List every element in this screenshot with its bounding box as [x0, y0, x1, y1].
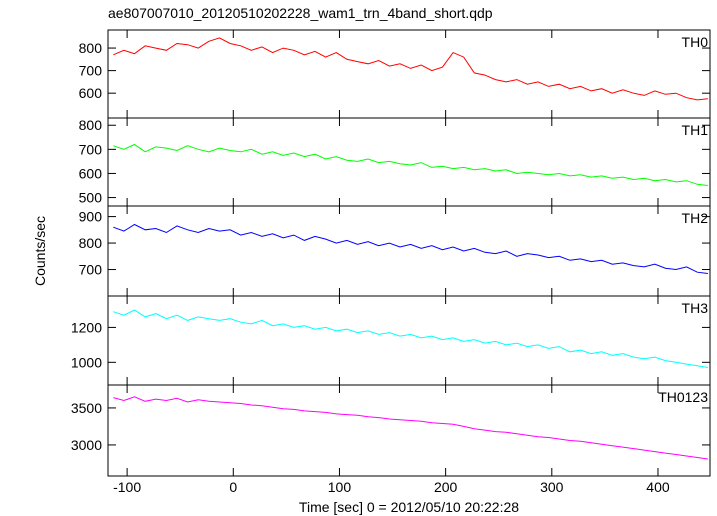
y-tick-label: 500: [79, 190, 103, 206]
y-tick-label: 800: [79, 117, 103, 133]
x-tick-label: 400: [646, 479, 670, 495]
x-tick-label: -100: [113, 479, 141, 495]
series-line: [113, 37, 708, 101]
y-tick-label: 700: [79, 262, 103, 278]
x-tick-label: 100: [328, 479, 352, 495]
series-line: [113, 223, 708, 274]
y-tick-label: 3500: [71, 400, 102, 416]
y-tick-label: 700: [79, 63, 103, 79]
x-tick-label: 0: [229, 479, 237, 495]
panel-frame: [107, 295, 711, 386]
y-tick-label: 700: [79, 141, 103, 157]
x-tick-label: 200: [434, 479, 458, 495]
y-axis-label: Counts/sec: [32, 216, 48, 286]
y-tick-label: 1200: [71, 319, 102, 335]
panel-frame: [107, 117, 711, 207]
y-tick-label: 800: [79, 40, 103, 56]
y-tick-label: 900: [79, 209, 103, 225]
series-line: [113, 396, 708, 460]
panel-label: TH1: [682, 122, 709, 138]
chart-title: ae807007010_20120510202228_wam1_trn_4ban…: [108, 5, 493, 21]
y-tick-label: 1000: [71, 354, 102, 370]
y-tick-label: 3000: [71, 437, 102, 453]
x-axis-label: Time [sec] 0 = 2012/05/10 20:22:28: [299, 499, 519, 515]
y-tick-label: 600: [79, 85, 103, 101]
series-line: [113, 309, 708, 368]
panel-label: TH2: [682, 210, 709, 226]
series-line: [113, 143, 708, 186]
y-tick-label: 600: [79, 165, 103, 181]
panel-frame: [107, 29, 711, 119]
panel-label: TH0123: [658, 389, 708, 405]
panel-label: TH0: [682, 34, 709, 50]
panel-frame: [107, 205, 711, 297]
y-tick-label: 800: [79, 235, 103, 251]
panel-label: TH3: [682, 300, 709, 316]
x-tick-label: 300: [540, 479, 564, 495]
panel-frame: [107, 384, 711, 477]
